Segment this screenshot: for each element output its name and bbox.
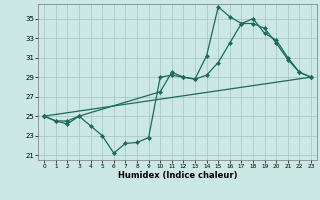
X-axis label: Humidex (Indice chaleur): Humidex (Indice chaleur) <box>118 171 237 180</box>
